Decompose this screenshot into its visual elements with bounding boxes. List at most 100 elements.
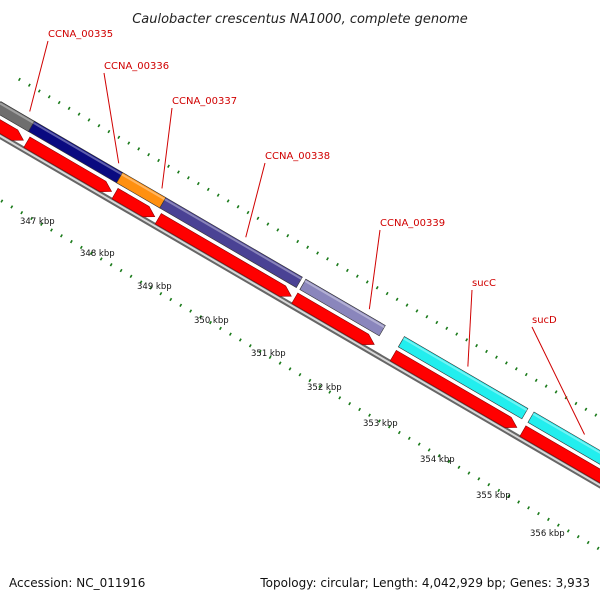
cds-arrow <box>389 349 518 428</box>
outer-tick <box>306 245 310 249</box>
outer-tick <box>37 89 41 93</box>
outer-tick <box>17 77 21 82</box>
outer-tick <box>47 95 51 99</box>
cds-arrow <box>154 213 292 297</box>
inner-tick <box>0 199 4 203</box>
outer-tick <box>87 118 91 122</box>
cds-arrow <box>519 425 600 484</box>
outer-tick <box>485 349 488 354</box>
cds-arrow <box>23 136 113 192</box>
outer-tick <box>97 124 101 128</box>
gene-features <box>0 101 600 465</box>
outer-tick <box>365 280 369 284</box>
cds-features <box>0 119 600 484</box>
inner-tick <box>487 482 491 487</box>
genome-title: Caulobacter crescentus NA1000, complete … <box>132 12 468 27</box>
genome-backbone <box>0 132 600 489</box>
inner-tick <box>546 517 550 522</box>
inner-tick <box>348 401 352 406</box>
inner-tick <box>228 332 232 336</box>
outer-tick <box>465 338 469 342</box>
outer-tick <box>336 262 339 267</box>
inner-tick <box>437 454 441 458</box>
outer-tick <box>594 413 598 417</box>
outer-tick <box>495 355 498 359</box>
accession-text: Accession: NC_011916 <box>9 576 146 590</box>
outer-tick <box>107 129 111 134</box>
inner-tick <box>20 210 24 215</box>
outer-tick <box>167 164 170 168</box>
inner-tick <box>328 390 332 394</box>
inner-tick <box>467 471 471 475</box>
gene-bar-highlight <box>0 102 34 124</box>
gene-bar-highlight <box>304 280 385 329</box>
kbp-label: 356 kbp <box>530 529 565 539</box>
inner-tick <box>566 529 570 533</box>
outer-tick <box>584 407 588 411</box>
cds-arrow <box>111 187 156 218</box>
outer-tick <box>316 251 320 255</box>
outer-tick <box>296 239 300 244</box>
inner-tick <box>397 430 401 435</box>
outer-tick <box>475 343 479 348</box>
inner-tick <box>139 280 143 284</box>
gene-bar-succ <box>397 336 529 420</box>
inner-tick <box>30 216 34 221</box>
kbp-label: 351 kbp <box>251 349 286 359</box>
inner-tick <box>69 239 73 244</box>
kbp-label: 349 kbp <box>137 282 172 292</box>
inner-tick <box>288 367 292 371</box>
outer-tick <box>385 291 389 296</box>
gene-label-ccna_00337: CCNA_00337 <box>172 96 237 107</box>
inner-tick <box>258 349 262 354</box>
gene-bar-highlight <box>121 173 166 201</box>
gene-label-succ: sucC <box>472 278 496 289</box>
cds-arrow <box>291 292 375 345</box>
inner-tick <box>219 326 222 331</box>
inner-tick <box>89 251 93 255</box>
outer-tick <box>375 286 379 290</box>
outer-tick <box>435 320 439 325</box>
inner-tick <box>387 425 391 429</box>
inner-tick <box>457 465 461 469</box>
outer-tick <box>176 170 180 174</box>
inner-tick <box>596 546 600 550</box>
inner-tick <box>417 442 421 446</box>
outer-tick <box>226 199 230 203</box>
inner-tick <box>278 361 282 365</box>
inner-tick <box>79 245 83 250</box>
outer-tick <box>326 257 329 261</box>
leader-line <box>245 162 266 238</box>
outer-tick <box>246 210 250 215</box>
inner-tick <box>238 338 242 342</box>
outer-tick <box>445 326 449 330</box>
inner-tick <box>119 268 123 273</box>
outer-tick <box>554 390 558 394</box>
gene-bar-highlight <box>32 122 123 176</box>
inner-tick <box>537 511 540 516</box>
inner-tick <box>427 448 431 452</box>
inner-tick <box>368 413 371 417</box>
gene-bar-highlight <box>164 198 302 280</box>
kbp-label: 353 kbp <box>363 419 398 429</box>
outer-tick <box>186 176 190 180</box>
outer-tick <box>544 384 548 388</box>
gene-label-sucd: sucD <box>532 315 557 326</box>
gene-bar-highlight <box>402 337 528 412</box>
gene-label-ccna_00336: CCNA_00336 <box>104 61 169 72</box>
inner-tick <box>159 291 163 296</box>
inner-tick <box>169 297 173 302</box>
outer-tick <box>266 222 270 226</box>
kbp-label: 347 kbp <box>20 217 55 227</box>
inner-tick <box>378 419 381 423</box>
outer-tick <box>256 216 260 221</box>
leader-line <box>467 289 473 367</box>
kbp-labels: 347 kbp 348 kbp 349 kbp 350 kbp 351 kbp 352 k… <box>20 217 565 539</box>
gene-label-ccna_00335: CCNA_00335 <box>48 29 113 40</box>
inner-tick <box>507 494 511 498</box>
outer-tick <box>147 152 151 157</box>
outer-tick <box>504 361 508 365</box>
outer-tick <box>395 297 399 302</box>
gene-bar-ccna_00338 <box>159 197 303 288</box>
